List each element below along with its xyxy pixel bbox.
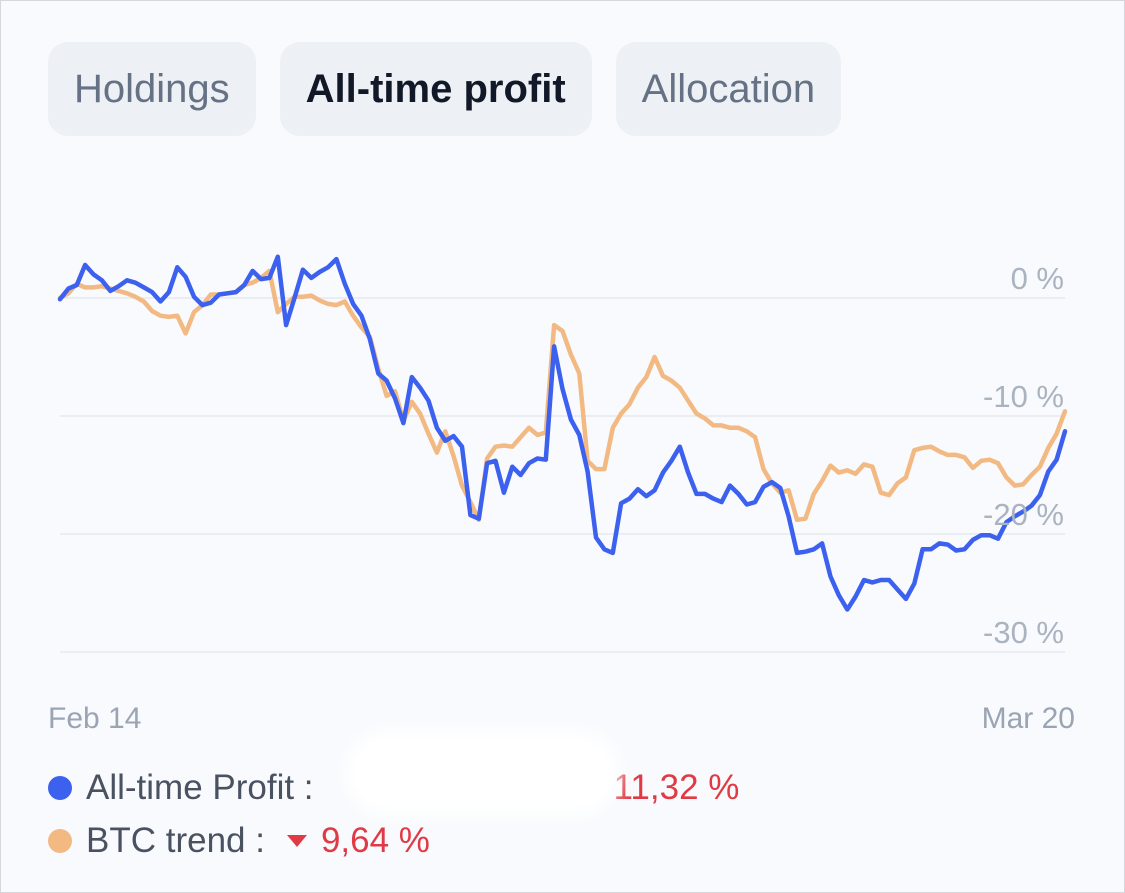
profit-line-chart: 0 % -10 % -20 % -30 % (57, 254, 1068, 653)
series-lines (57, 254, 1068, 612)
btc-label: BTC trend : (86, 821, 265, 860)
profit-value: 11,32 % (613, 768, 740, 807)
series-line-all-time-profit (57, 254, 1068, 612)
y-axis-labels: 0 % -10 % -20 % -30 % (983, 261, 1064, 650)
y-tick-label: -10 % (983, 379, 1064, 414)
tab-all-time-profit[interactable]: All-time profit (279, 42, 592, 136)
redacted-amount (355, 740, 610, 806)
profit-label: All-time Profit : (86, 768, 314, 807)
profit-dot-icon (48, 776, 72, 800)
x-start-label: Feb 14 (48, 702, 142, 735)
down-triangle-icon (286, 835, 307, 847)
legend-row-btc: BTC trend : 9,64 % (48, 821, 430, 861)
btc-dot-icon (48, 829, 72, 853)
legend-row-profit: All-time Profit : 11,32 % (48, 768, 739, 808)
tab-bar: Holdings All-time profit Allocation (48, 42, 842, 136)
grid-lines (60, 297, 1065, 653)
btc-change: 9,64 % (286, 821, 430, 861)
y-tick-label: 0 % (1011, 261, 1064, 296)
x-end-label: Mar 20 (981, 702, 1075, 735)
y-tick-label: -20 % (983, 497, 1064, 532)
y-tick-label: -30 % (983, 615, 1064, 650)
tab-allocation[interactable]: Allocation (615, 42, 842, 136)
tab-holdings[interactable]: Holdings (48, 42, 256, 136)
btc-value: 9,64 % (320, 821, 430, 860)
